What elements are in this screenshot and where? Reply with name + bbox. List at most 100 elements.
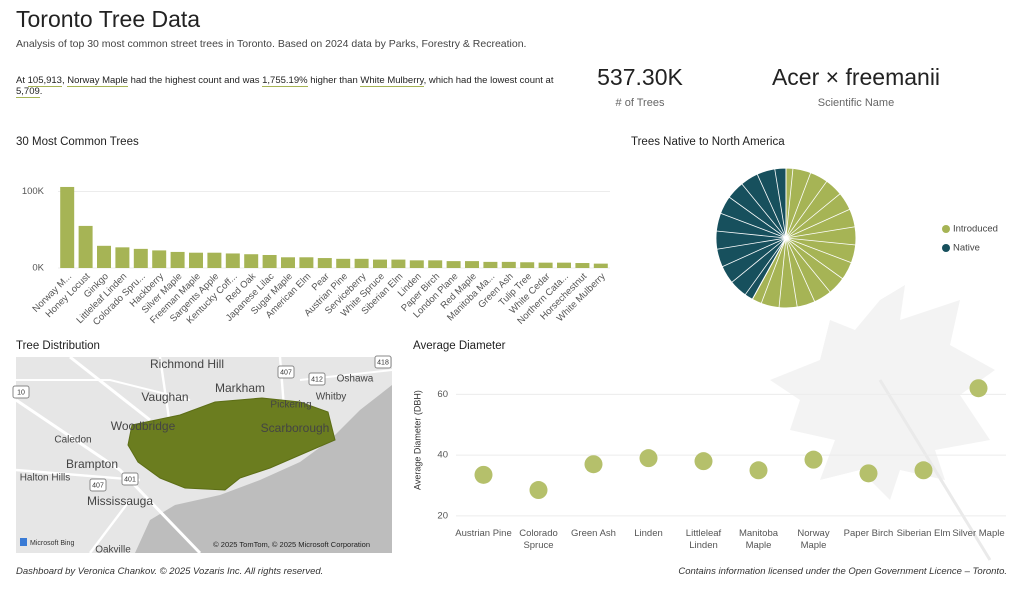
pie-divider (716, 237, 787, 250)
map-place-label: Oakville (95, 545, 131, 556)
bar (557, 262, 571, 268)
pie-divider (785, 172, 812, 239)
pie-divider (731, 237, 787, 283)
x-tick-label: Norway Maple (797, 528, 830, 551)
dot (749, 461, 768, 480)
x-tick-label: Littleleaf Linden (685, 528, 722, 551)
map-road (69, 355, 151, 422)
narrative: At 105,913, Norway Maple had the highest… (16, 75, 561, 98)
map-place-label: Vaughan (141, 390, 188, 404)
map-lake (135, 385, 392, 553)
x-tick-label: Siberian Elm (896, 528, 951, 539)
pie-divider (728, 196, 787, 239)
narrative-text: , (61, 75, 68, 86)
bar (483, 261, 498, 268)
x-tick-label: Colorado Spruce (519, 528, 558, 551)
narrative-highlight: 5,709 (16, 86, 40, 98)
y-tick-label: 60 (437, 389, 448, 400)
narrative-highlight: Norway Maple (67, 75, 128, 87)
x-tick-label: Austrian Pine (455, 528, 512, 539)
map-shield-label: 407 (280, 369, 292, 376)
pie-divider (722, 237, 787, 268)
map-place-label: Pickering (270, 400, 311, 411)
map-logo-icon (20, 538, 27, 546)
map-logo: Microsoft Bing (30, 540, 74, 547)
y-tick-label: 40 (437, 450, 448, 461)
map-place-label: Halton Hills (20, 473, 71, 484)
kpi-value: 537.30K (597, 64, 683, 90)
bar (244, 254, 259, 268)
y-tick-label: 20 (437, 510, 448, 521)
map-attribution: © 2025 TomTom, © 2025 Microsoft Corporat… (213, 540, 370, 549)
kpi-label: Scientific Name (817, 97, 895, 109)
footer-left: Dashboard by Veronica Chankov. © 2025 Vo… (16, 566, 324, 577)
narrative-text: At (16, 75, 28, 86)
y-tick-label: 100K (22, 186, 45, 197)
pie-divider (785, 168, 794, 239)
chart-title: Tree Distribution (16, 340, 100, 352)
bar (465, 261, 479, 268)
bar (225, 253, 240, 268)
x-tick-label: Green Ash (571, 528, 616, 539)
bar (133, 248, 148, 268)
bar (538, 262, 553, 268)
map: Richmond Hill Markham Vaughan Oshawa Whitby P… (12, 355, 393, 556)
y-axis-label: Average Diameter (DBH) (412, 390, 422, 490)
narrative-highlight: White Mulberry (360, 75, 424, 87)
map-shield (12, 385, 30, 399)
pie-divider (785, 180, 828, 239)
map-shield-label: 412 (311, 376, 323, 383)
footer-right: Contains information licensed under the … (678, 566, 1007, 577)
map-shield-label: 10 (17, 389, 25, 396)
map-shield-label: 401 (124, 476, 136, 483)
bar (170, 251, 185, 268)
maple-stem (878, 379, 992, 561)
pie-divider (785, 208, 850, 239)
legend-label: Native (953, 243, 980, 254)
pie-slice (751, 167, 857, 309)
bar (336, 258, 351, 268)
pie-divider (716, 230, 787, 239)
map-road (16, 379, 191, 401)
map-place-label: Scarborough (261, 421, 330, 435)
bar (262, 254, 277, 268)
map-place-label: Mississauga (87, 494, 153, 508)
map-place-label: Caledon (54, 435, 91, 446)
bar (317, 258, 332, 268)
maple-watermark (770, 285, 995, 500)
map-shield-label: 418 (377, 359, 389, 366)
pie-divider (741, 183, 787, 239)
dot (474, 465, 493, 484)
narrative-text: . (39, 86, 43, 97)
kpi-value: Acer × freemanii (771, 64, 941, 90)
map-shield-label: 407 (92, 482, 104, 489)
pie-divider (756, 174, 787, 239)
map-road (89, 499, 131, 554)
map-shield (89, 478, 107, 492)
pie-divider (785, 237, 856, 246)
pie-divider (785, 237, 798, 308)
bar (409, 260, 424, 268)
map-place-label: Woodbridge (111, 419, 176, 433)
bar (189, 252, 203, 268)
chart-title: Average Diameter (413, 340, 506, 352)
bar (501, 261, 516, 268)
x-tick-label: Paper Birch (843, 528, 894, 539)
bar (97, 245, 111, 268)
map-road (15, 398, 202, 555)
map-shield (277, 365, 295, 379)
kpi-label: # of Trees (615, 97, 665, 109)
map-place-label: Whitby (316, 392, 347, 403)
dot (859, 464, 878, 483)
narrative-text: had the highest count and was (127, 75, 263, 86)
map-shield (308, 372, 326, 386)
pie-divider (785, 237, 831, 293)
narrative-text: , which had the lowest count at (423, 75, 554, 86)
bar (428, 260, 443, 268)
narrative-text: higher than (307, 75, 361, 86)
dot (529, 481, 548, 500)
pie-divider (785, 226, 856, 239)
bar (373, 259, 387, 268)
narrative-highlight: 105,913 (27, 75, 62, 87)
